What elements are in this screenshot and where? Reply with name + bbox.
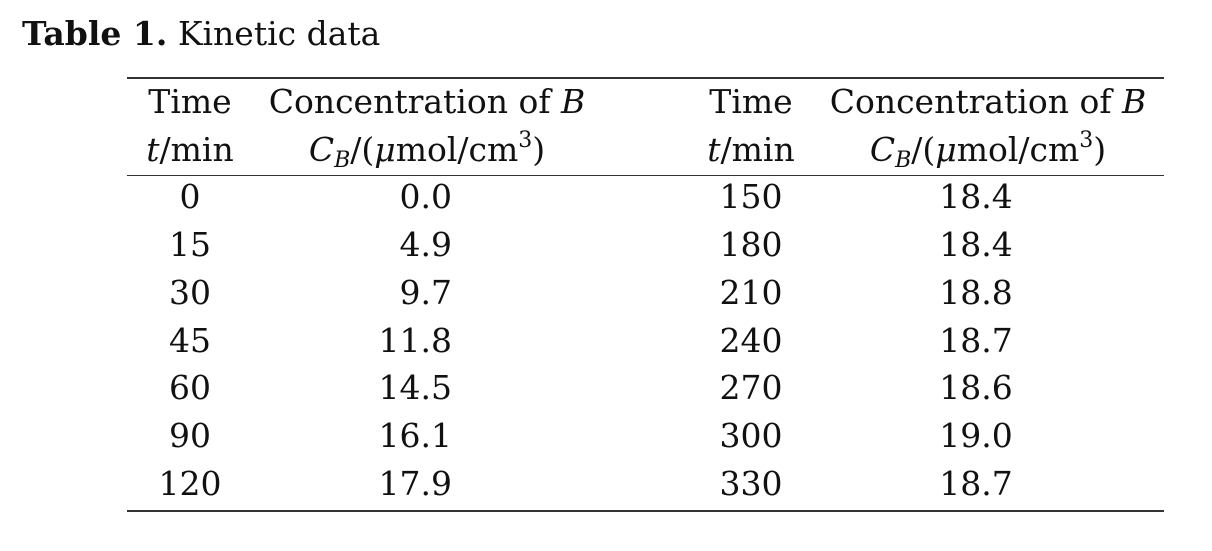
conc-unit-close: ) — [532, 130, 546, 169]
header-right-time-name: Time — [709, 82, 793, 121]
cell-time-right: 180 — [719, 225, 783, 264]
time-symbol: t — [146, 130, 160, 169]
table-caption-text: Kinetic data — [177, 14, 381, 53]
cell-time-left: 15 — [169, 225, 211, 264]
header-left-conc-name: Concentration of B — [269, 82, 586, 122]
conc-unit-open: /( — [911, 130, 936, 169]
cell-conc-left: 9.7 — [399, 273, 452, 312]
conc-symbol: C — [308, 130, 335, 169]
cell-conc-right: 18.7 — [939, 321, 1013, 360]
cell-time-left: 60 — [169, 368, 211, 407]
header-right-conc-unit: CB/(μmol/cm3) — [869, 128, 1107, 173]
cell-conc-right: 18.6 — [939, 368, 1013, 407]
cell-conc-left: 0.0 — [399, 177, 452, 216]
cell-conc-right: 18.8 — [939, 273, 1013, 312]
cell-conc-right: 18.7 — [939, 464, 1013, 503]
cell-time-left: 90 — [169, 416, 211, 455]
header-left-conc-unit: CB/(μmol/cm3) — [308, 128, 546, 173]
conc-unit-mu: μ — [374, 130, 396, 169]
time-symbol: t — [707, 130, 721, 169]
conc-symbol: C — [869, 130, 896, 169]
conc-subscript: B — [334, 148, 351, 173]
cell-time-left: 0 — [179, 177, 201, 216]
header-left-time-unit: t/min — [146, 130, 233, 170]
table-caption-label: Table 1. — [22, 14, 168, 53]
conc-subscript: B — [895, 148, 912, 173]
conc-name-var: B — [561, 82, 586, 121]
table-bottom-rule — [127, 510, 1164, 512]
time-unit: /min — [159, 130, 234, 169]
cell-time-right: 210 — [719, 273, 783, 312]
table-top-rule — [127, 77, 1164, 79]
time-unit: /min — [720, 130, 795, 169]
cell-conc-left: 11.8 — [378, 321, 452, 360]
table-header-rule — [127, 175, 1164, 176]
conc-unit-mid: mol/cm — [956, 130, 1080, 169]
cell-time-left: 30 — [169, 273, 211, 312]
conc-unit-mid: mol/cm — [395, 130, 519, 169]
conc-unit-close: ) — [1093, 130, 1107, 169]
cell-time-right: 240 — [719, 321, 783, 360]
conc-unit-exp: 3 — [518, 128, 533, 153]
conc-unit-exp: 3 — [1079, 128, 1094, 153]
cell-conc-left: 14.5 — [378, 368, 452, 407]
conc-name-prefix: Concentration of — [829, 82, 1123, 121]
header-right-conc-name: Concentration of B — [830, 82, 1147, 122]
header-right-time-unit: t/min — [707, 130, 794, 170]
cell-time-right: 330 — [719, 464, 783, 503]
cell-time-left: 120 — [158, 464, 222, 503]
cell-time-right: 300 — [719, 416, 783, 455]
cell-conc-right: 18.4 — [939, 177, 1013, 216]
conc-unit-open: /( — [350, 130, 375, 169]
cell-conc-left: 17.9 — [378, 464, 452, 503]
cell-time-left: 45 — [169, 321, 211, 360]
conc-unit-mu: μ — [935, 130, 957, 169]
header-left-time-name: Time — [148, 82, 232, 121]
cell-conc-left: 4.9 — [399, 225, 452, 264]
conc-name-var: B — [1122, 82, 1147, 121]
cell-time-right: 270 — [719, 368, 783, 407]
cell-time-right: 150 — [719, 177, 783, 216]
conc-name-prefix: Concentration of — [268, 82, 562, 121]
table-caption: Table 1. Kinetic data — [22, 14, 380, 54]
cell-conc-right: 18.4 — [939, 225, 1013, 264]
cell-conc-left: 16.1 — [378, 416, 452, 455]
cell-conc-right: 19.0 — [939, 416, 1013, 455]
